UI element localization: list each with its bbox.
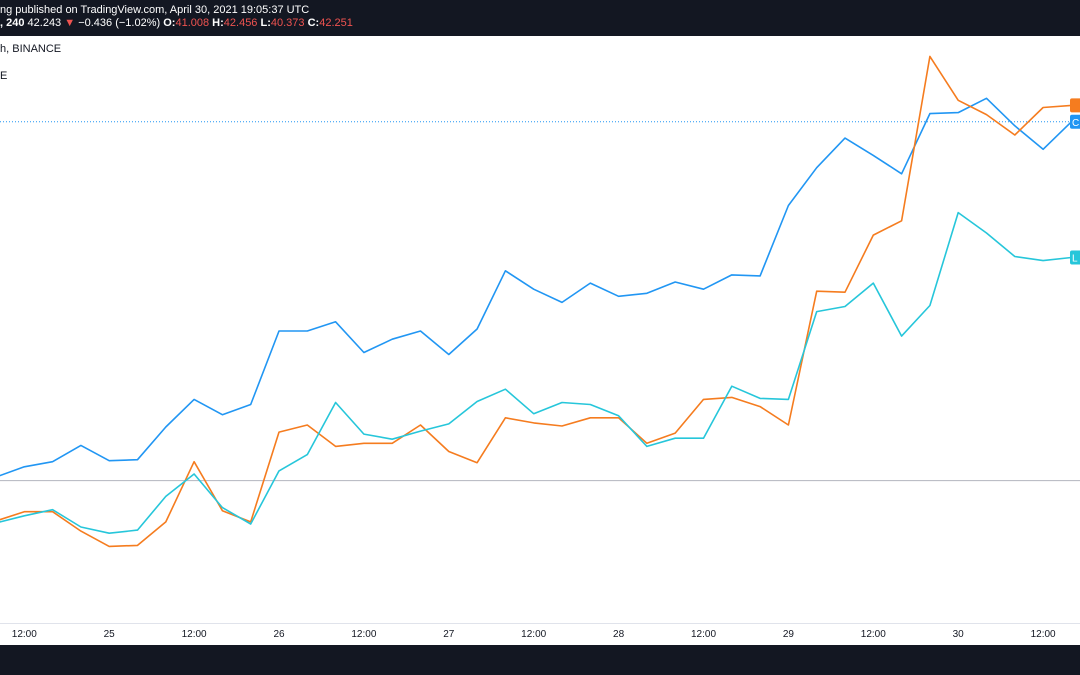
high-value: 42.456 xyxy=(223,17,258,29)
series-line-teal xyxy=(0,211,1072,535)
footer-bar xyxy=(0,645,1080,675)
x-tick-label: 27 xyxy=(443,629,455,640)
down-arrow-icon: ▼ xyxy=(64,17,76,29)
symbol-label: h, BINANCE xyxy=(0,43,62,55)
x-tick-label: 12:00 xyxy=(691,629,716,640)
series-line-blue xyxy=(0,97,1072,477)
price-tag-label-blue: C xyxy=(1072,118,1079,129)
price-tag-blue xyxy=(1070,114,1080,129)
x-tick-label: 12:00 xyxy=(351,629,376,640)
price-change: −0.436 (−1.02%) xyxy=(78,17,161,29)
low-value: 40.373 xyxy=(270,17,305,29)
close-label: C: xyxy=(307,17,320,29)
publish-info: ng published on TradingView.com, April 3… xyxy=(0,4,309,17)
indicator-label: E xyxy=(0,70,8,82)
ohlc-line: , 240 42.243 ▼ −0.436 (−1.02%) O:41.008 … xyxy=(0,17,353,30)
x-tick-label: 29 xyxy=(783,629,795,640)
interval-label: , 240 xyxy=(0,17,25,29)
price-tag-label-teal: L xyxy=(1072,254,1078,265)
x-tick-label: 12:00 xyxy=(12,629,37,640)
last-price: 42.243 xyxy=(27,17,62,29)
header-bar: ng published on TradingView.com, April 3… xyxy=(0,0,1080,36)
x-tick-label: 28 xyxy=(613,629,625,640)
series-line-orange xyxy=(0,55,1072,548)
chart-canvas[interactable]: 12:00 25 12:00 26 12:00 27 12:00 28 12:00 29 12:00… xyxy=(0,36,1080,645)
x-tick-label: 12:00 xyxy=(521,629,546,640)
x-tick-label: 12:00 xyxy=(182,629,207,640)
x-tick-label: 26 xyxy=(273,629,285,640)
x-tick-label: 12:00 xyxy=(1031,629,1056,640)
x-tick-label: 30 xyxy=(953,629,965,640)
publish-text: ng published on TradingView.com, April 3… xyxy=(0,4,310,16)
open-label: O: xyxy=(163,17,176,29)
price-tag-orange xyxy=(1070,98,1080,113)
time-axis: 12:00 25 12:00 26 12:00 27 12:00 28 12:00 29 12:00… xyxy=(12,629,1056,640)
x-tick-label: 12:00 xyxy=(861,629,886,640)
high-label: H: xyxy=(212,17,224,29)
open-value: 41.008 xyxy=(175,17,210,29)
price-tags: CL xyxy=(1070,98,1080,265)
low-label: L: xyxy=(260,17,271,29)
series-layer xyxy=(0,55,1072,548)
x-tick-label: 25 xyxy=(104,629,116,640)
price-tag-teal xyxy=(1070,250,1080,265)
close-value: 42.251 xyxy=(319,17,353,29)
